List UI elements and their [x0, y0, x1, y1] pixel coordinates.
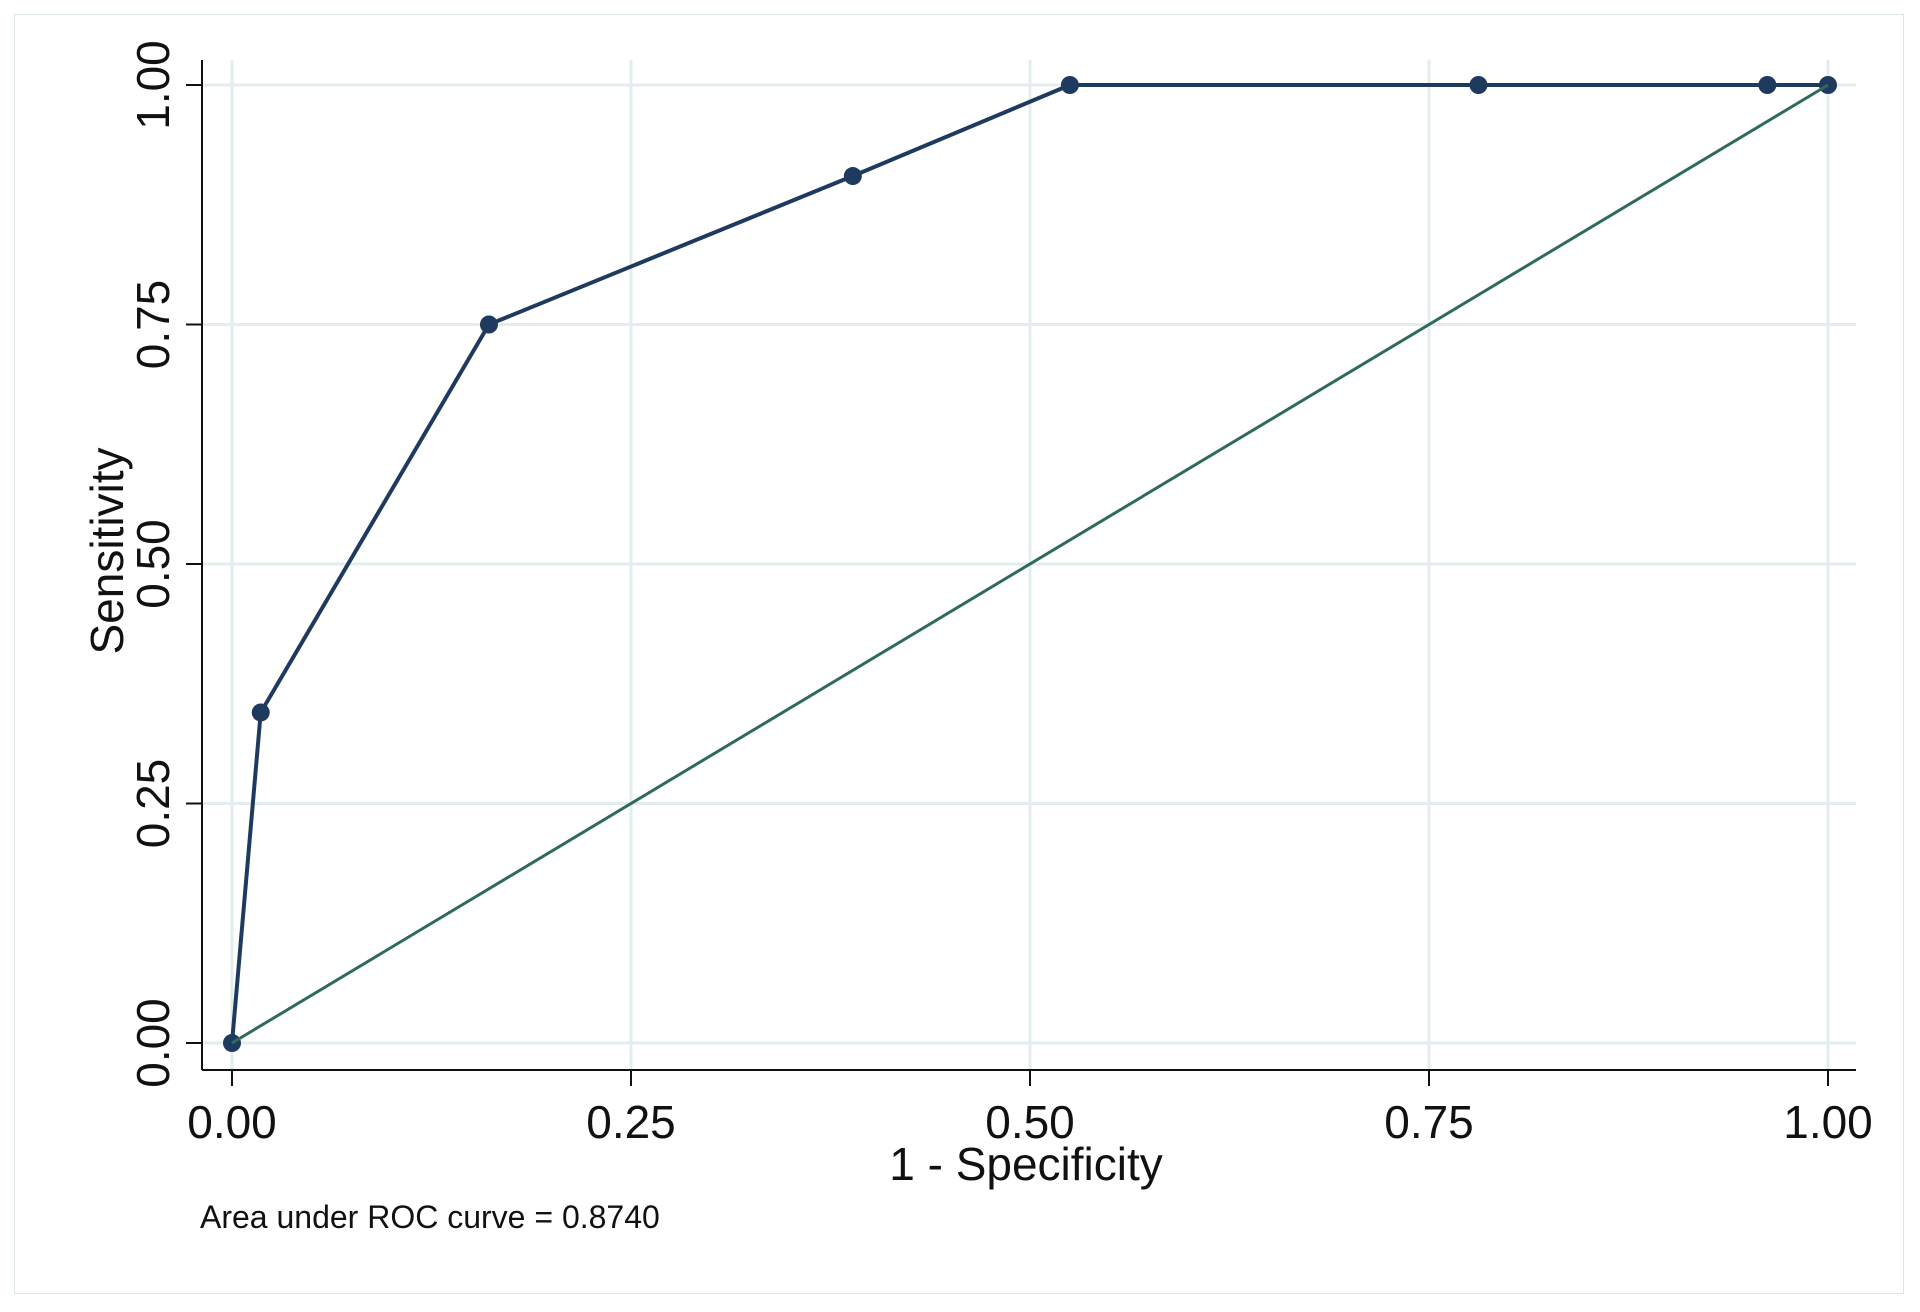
- x-tick-label-1: 0.25: [586, 1096, 676, 1148]
- auc-note: Area under ROC curve = 0.8740: [200, 1199, 660, 1235]
- y-tick-label-0: 0.00: [127, 998, 179, 1088]
- x-axis-title: 1 - Specificity: [889, 1138, 1163, 1190]
- labels-layer: 0.00 0.25 0.50 0.75 1.00 0.00 0.25 0.50 0.75 1.00: [127, 40, 1873, 1148]
- y-tick-label-2: 0.50: [127, 519, 179, 609]
- roc-point-4: [1060, 76, 1079, 94]
- roc-point-3: [843, 167, 862, 186]
- roc-point-6: [1758, 76, 1777, 94]
- chart-frame: 0.00 0.25 0.50 0.75 1.00 0.00 0.25 0.50 0.75 1.00…: [14, 14, 1904, 1294]
- y-tick-label-3: 0.75: [127, 280, 179, 370]
- roc-point-5: [1469, 76, 1488, 94]
- roc-point-2: [479, 315, 498, 334]
- roc-curve-line: [230, 83, 1828, 1044]
- axes-layer: [186, 60, 1856, 1086]
- x-tick-label-4: 1.00: [1783, 1096, 1873, 1148]
- reference-line: [231, 83, 1829, 1045]
- roc-chart: 0.00 0.25 0.50 0.75 1.00 0.00 0.25 0.50 0.75 1.00…: [81, 40, 1873, 1235]
- y-tick-label-4: 1.00: [127, 40, 179, 130]
- x-tick-label-3: 0.75: [1384, 1096, 1474, 1148]
- y-tick-label-1: 0.25: [127, 759, 179, 849]
- x-tick-label-0: 0.00: [187, 1096, 277, 1148]
- x-tick-label-2: 0.50: [985, 1096, 1075, 1148]
- series-layer: [223, 76, 1837, 1052]
- y-axis-title: Sensitivity: [81, 447, 133, 654]
- roc-point-1: [251, 703, 270, 722]
